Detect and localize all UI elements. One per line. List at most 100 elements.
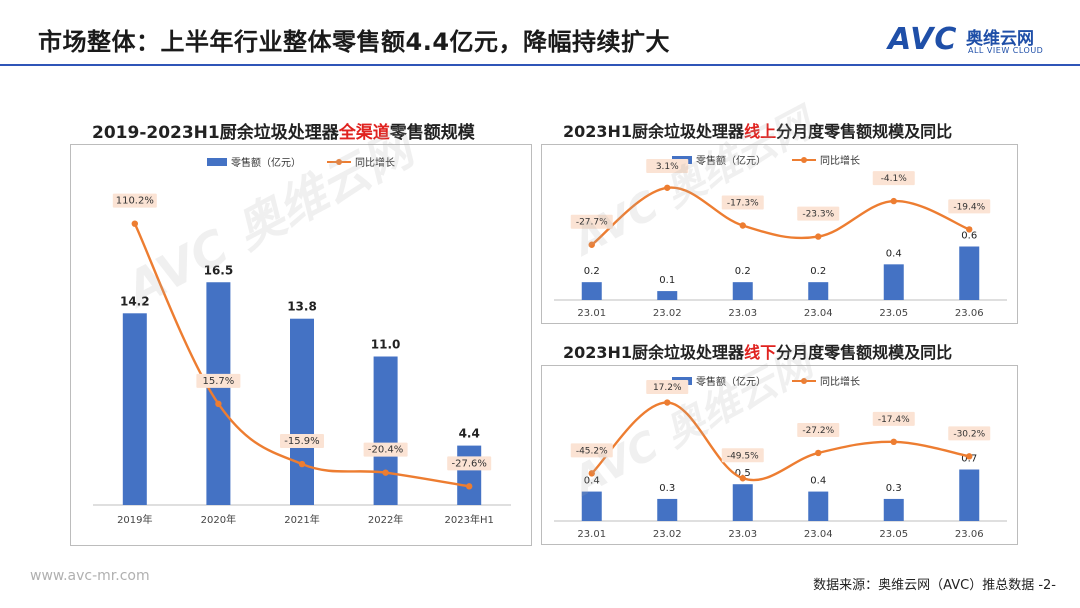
growth-value-label: -4.1% bbox=[881, 174, 908, 184]
bar-value-label: 0.3 bbox=[886, 483, 902, 494]
left-chart-title-highlight: 全渠道 bbox=[338, 123, 390, 143]
footer-url: www.avc-mr.com bbox=[30, 568, 150, 584]
growth-label-box bbox=[721, 448, 764, 463]
left-chart-svg: 零售额（亿元） 同比增长 14.2 2019年 16.5 2020年 13.8 2021年 11… bbox=[93, 156, 511, 526]
page-title: 市场整体：上半年行业整体零售额4.4亿元，降幅持续扩大 bbox=[38, 28, 671, 56]
bar-value-label: 0.4 bbox=[810, 476, 826, 487]
growth-point bbox=[739, 222, 746, 229]
growth-value-label: -27.2% bbox=[802, 426, 834, 436]
top-right-chart-panel: 零售额（亿元） 同比增长 0.2 23.01 0.1 23.02 0.2 23.03 0.2 23… bbox=[541, 144, 1018, 324]
category-label: 23.02 bbox=[653, 308, 682, 319]
bottom-right-chart-title: 2023H1厨余垃圾处理器线下分月度零售额规模及同比 bbox=[563, 339, 952, 363]
bottom-right-chart-title-post: 分月度零售额规模及同比 bbox=[776, 343, 953, 362]
category-label: 23.05 bbox=[879, 308, 908, 319]
category-label: 2023年H1 bbox=[445, 513, 494, 526]
growth-value-label: -27.6% bbox=[452, 458, 487, 469]
bar bbox=[122, 313, 147, 505]
growth-label-box bbox=[646, 159, 689, 173]
growth-value-label: -20.4% bbox=[368, 445, 403, 456]
growth-value-label: 15.7% bbox=[203, 376, 235, 387]
bar bbox=[373, 356, 398, 505]
bar-value-label: 0.5 bbox=[735, 468, 751, 479]
growth-value-label: -27.7% bbox=[576, 218, 608, 228]
growth-value-label: -19.4% bbox=[953, 202, 985, 212]
top-right-chart-title-post: 分月度零售额规模及同比 bbox=[776, 122, 953, 141]
growth-point bbox=[382, 469, 389, 476]
left-chart-panel: 零售额（亿元） 同比增长 14.2 2019年 16.5 2020年 13.8 2021年 11… bbox=[70, 144, 532, 546]
growth-point bbox=[966, 226, 973, 233]
growth-label-box bbox=[721, 195, 764, 210]
bottom-right-chart-svg: 零售额（亿元） 同比增长 0.4 23.01 0.3 23.02 0.5 23.03 0.4 23… bbox=[554, 375, 1007, 540]
growth-point bbox=[890, 197, 897, 205]
footer-source: 数据来源：奥维云网（AVC）推总数据 -2- bbox=[813, 578, 1056, 593]
bottom-right-chart-title-pre: 2023H1厨余垃圾处理器 bbox=[563, 343, 745, 362]
bar bbox=[290, 318, 314, 505]
legend-line-label: 同比增长 bbox=[820, 375, 860, 388]
bar bbox=[732, 484, 753, 521]
bar-value-label: 13.8 bbox=[287, 300, 317, 314]
bar-value-label: 0.2 bbox=[810, 266, 826, 277]
left-chart-title-post: 零售额规模 bbox=[389, 123, 475, 143]
legend-line-label: 同比增长 bbox=[355, 156, 395, 169]
growth-point bbox=[588, 470, 595, 477]
avc-logo: AVC 奥维云网 ALL VIEW CLOUD bbox=[888, 22, 1068, 62]
growth-point bbox=[131, 220, 138, 227]
growth-point bbox=[466, 483, 473, 490]
bar bbox=[657, 498, 678, 521]
growth-label-box bbox=[797, 206, 840, 221]
growth-value-label: -17.4% bbox=[878, 415, 910, 425]
growth-label-box bbox=[872, 171, 915, 186]
growth-label-box bbox=[196, 373, 241, 388]
bar bbox=[457, 445, 482, 505]
growth-line bbox=[133, 223, 470, 488]
growth-label-box bbox=[570, 443, 613, 458]
category-label: 23.06 bbox=[955, 308, 984, 319]
legend-line-marker bbox=[336, 159, 342, 165]
growth-point bbox=[298, 460, 306, 468]
legend-bar-swatch bbox=[207, 158, 227, 166]
bar bbox=[657, 291, 678, 300]
growth-label-box bbox=[797, 422, 840, 437]
legend-line-marker bbox=[801, 378, 807, 384]
bar-value-label: 0.4 bbox=[886, 248, 902, 259]
growth-point bbox=[215, 400, 222, 408]
growth-value-label: 3.1% bbox=[656, 162, 679, 172]
bar bbox=[959, 246, 980, 300]
growth-point bbox=[966, 453, 973, 460]
bar bbox=[581, 491, 602, 521]
growth-value-label: 110.2% bbox=[116, 196, 154, 207]
growth-point bbox=[588, 241, 595, 248]
bar-value-label: 0.1 bbox=[659, 275, 675, 286]
legend-line-label: 同比增长 bbox=[820, 154, 860, 167]
growth-value-label: -17.3% bbox=[727, 199, 759, 209]
bottom-right-chart-title-highlight: 线下 bbox=[744, 343, 777, 362]
category-label: 2020年 bbox=[201, 513, 236, 526]
growth-point bbox=[664, 184, 671, 191]
bar bbox=[959, 469, 980, 521]
growth-value-label: 17.2% bbox=[653, 383, 682, 393]
bar-value-label: 4.4 bbox=[459, 427, 480, 441]
bar bbox=[883, 498, 904, 521]
category-label: 23.04 bbox=[804, 529, 833, 540]
left-chart-title-pre: 2019-2023H1厨余垃圾处理器 bbox=[92, 123, 339, 143]
growth-label-box bbox=[447, 456, 492, 471]
growth-label-box bbox=[112, 193, 157, 208]
top-right-chart-title-highlight: 线上 bbox=[744, 122, 777, 141]
growth-label-box bbox=[646, 380, 689, 394]
growth-label-box bbox=[872, 411, 915, 426]
category-label: 23.03 bbox=[728, 308, 757, 319]
bar bbox=[581, 282, 602, 300]
category-label: 23.04 bbox=[804, 308, 833, 319]
bar-value-label: 0.6 bbox=[961, 231, 977, 242]
bar-value-label: 0.2 bbox=[735, 266, 751, 277]
bar bbox=[206, 282, 231, 505]
legend-bar-label: 零售额（亿元） bbox=[696, 154, 766, 167]
bottom-right-chart-panel: 零售额（亿元） 同比增长 0.4 23.01 0.3 23.02 0.5 23.03 0.4 23… bbox=[541, 365, 1018, 545]
logo-cn-text: 奥维云网 bbox=[966, 29, 1034, 49]
category-label: 2021年 bbox=[284, 513, 319, 526]
growth-label-box bbox=[280, 434, 324, 449]
top-right-chart-svg: 零售额（亿元） 同比增长 0.2 23.01 0.1 23.02 0.2 23.03 0.2 23… bbox=[554, 154, 1007, 319]
legend-bar-label: 零售额（亿元） bbox=[696, 375, 766, 388]
category-label: 23.01 bbox=[577, 529, 606, 540]
bar-value-label: 16.5 bbox=[204, 263, 234, 277]
